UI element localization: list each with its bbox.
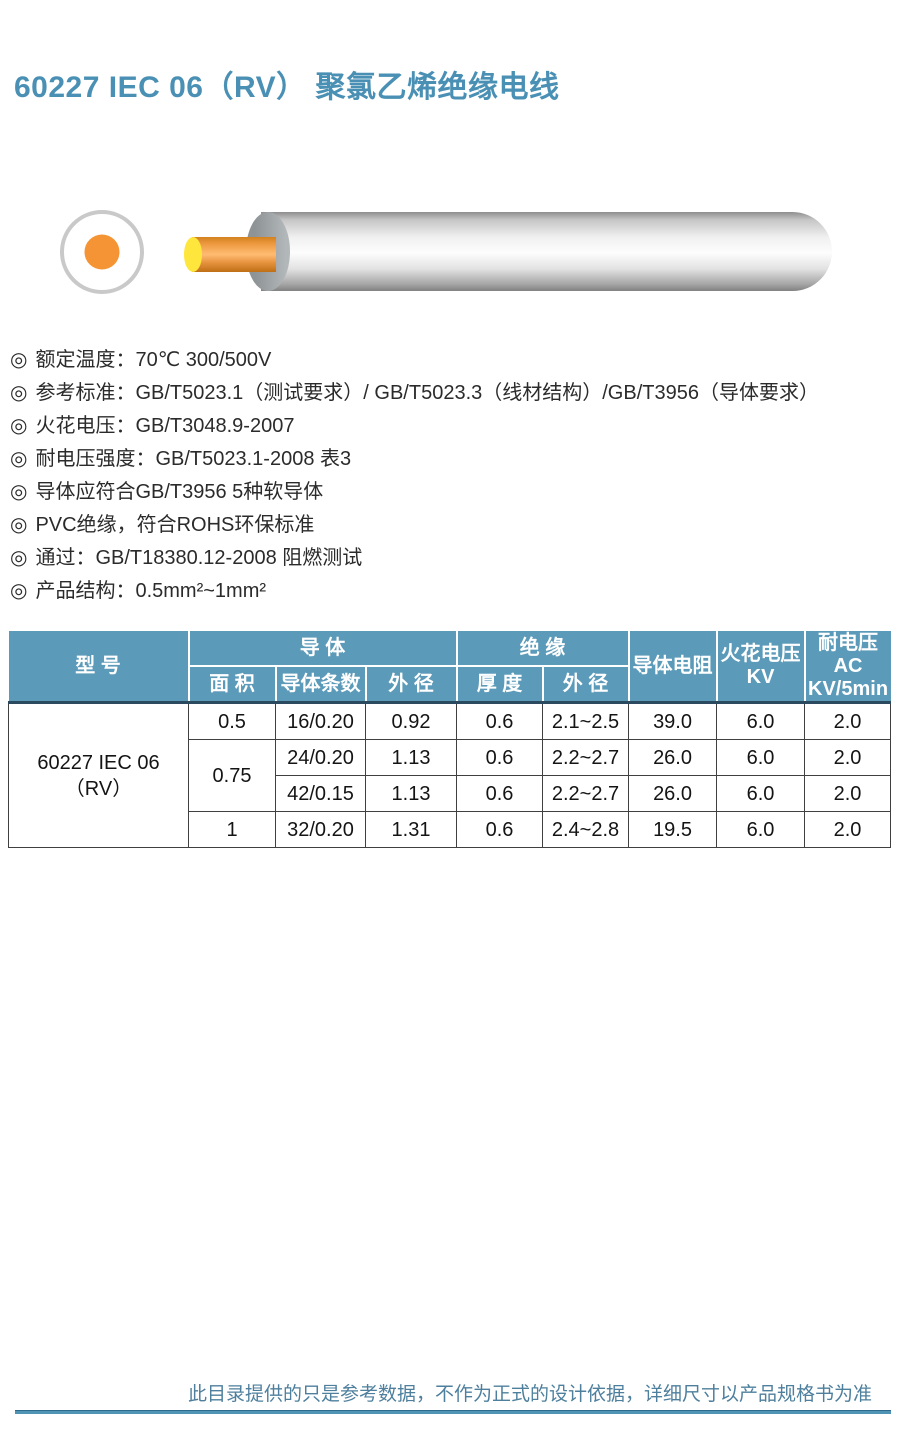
bullseye-icon: ◎: [10, 514, 28, 536]
wire-core-dot: [84, 234, 120, 270]
col-group-insulation: 绝 缘: [455, 631, 630, 667]
spec-item-rated-temp: ◎ 额定温度：70℃ 300/500V: [10, 344, 819, 377]
spec-text: 产品结构：0.5mm²~1mm²: [35, 580, 267, 602]
col-header-model: 型 号: [8, 631, 190, 704]
table-row: 42/0.15 1.13 0.6 2.2~2.7 26.0 6.0 2.0: [9, 775, 892, 812]
cell-area: 0.5: [188, 702, 276, 740]
footer-divider: [15, 1410, 891, 1414]
model-name: 60227 IEC 06: [37, 751, 160, 774]
cell-insulation-od: 2.1~2.5: [542, 702, 630, 740]
col-header-withstand-voltage: 耐电压 AC KV/5min: [803, 631, 891, 704]
table-row: 60227 IEC 06 （RV） 0.5 16/0.20 0.92 0.6 2…: [8, 702, 892, 848]
cell-conductor-od: 1.31: [364, 811, 458, 848]
cell-resistance: 26.0: [628, 739, 718, 776]
cell-conductor-od: 1.13: [364, 775, 458, 812]
spec-table: 型 号 导 体 绝 缘 导体电阻 火花电压 KV 耐电压 AC KV/5min …: [8, 631, 892, 848]
footer-disclaimer: 此目录提供的只是参考数据，不作为正式的设计依据，详细尺寸以产品规格书为准: [187, 1384, 872, 1405]
cell-resistance: 39.0: [628, 702, 718, 740]
page-title: 60227 IEC 06（RV） 聚氯乙烯绝缘电线: [14, 71, 560, 104]
bullseye-icon: ◎: [10, 349, 28, 371]
cell-thickness: 0.6: [456, 811, 544, 848]
spec-text: 导体应符合GB/T3956 5种软导体: [35, 481, 324, 503]
cell-withstand: 2.0: [804, 702, 892, 740]
spec-text: 参考标准：GB/T5023.1（测试要求）/ GB/T5023.3（线材结构）/…: [35, 382, 819, 404]
header-line: 耐电压: [818, 631, 879, 654]
cell-spark: 6.0: [716, 775, 806, 812]
cell-resistance: 26.0: [628, 775, 718, 812]
cell-thickness: 0.6: [456, 702, 544, 740]
model-suffix: （RV）: [64, 777, 133, 800]
cell-resistance: 19.5: [628, 811, 718, 848]
cell-strands: 42/0.15: [275, 775, 366, 812]
cell-insulation-od: 2.2~2.7: [542, 775, 630, 812]
table-row: 0.75 24/0.20 1.13 0.6 2.2~2.7 26.0 6.0 2…: [9, 739, 892, 812]
cell-insulation-od: 2.4~2.8: [542, 811, 630, 848]
spec-item-pvc-rohs: ◎ PVC绝缘，符合ROHS环保标准: [10, 509, 819, 542]
col-header-strands: 导体条数: [274, 665, 367, 704]
spec-text: 耐电压强度：GB/T5023.1-2008 表3: [35, 448, 352, 470]
header-row-groups: 型 号 导 体 绝 缘 导体电阻 火花电压 KV 耐电压 AC KV/5min: [8, 631, 891, 704]
model-cell: 60227 IEC 06 （RV）: [8, 702, 189, 848]
cell-conductor-od: 0.92: [364, 702, 458, 740]
cell-withstand: 2.0: [804, 811, 892, 848]
col-header-thickness: 厚 度: [455, 665, 544, 704]
wire-illustration: [0, 0, 900, 330]
wire-insulation-cylinder: [261, 212, 832, 291]
cell-withstand: 2.0: [804, 739, 892, 776]
spec-item-spark-voltage: ◎ 火花电压：GB/T3048.9-2007: [10, 410, 819, 443]
spec-text: 通过：GB/T18380.12-2008 阻燃测试: [35, 547, 363, 569]
cell-insulation-od: 2.2~2.7: [542, 739, 630, 776]
col-group-conductor: 导 体: [187, 631, 458, 667]
cell-spark: 6.0: [716, 702, 806, 740]
bullseye-icon: ◎: [10, 448, 28, 470]
col-header-insulation-od: 外 径: [541, 665, 630, 704]
wire-conductor: [192, 237, 276, 272]
header-line: AC: [833, 654, 863, 677]
spec-item-ref-standard: ◎ 参考标准：GB/T5023.1（测试要求）/ GB/T5023.3（线材结构）…: [10, 377, 819, 410]
spec-item-product-structure: ◎ 产品结构：0.5mm²~1mm²: [10, 575, 819, 608]
header-row-sub: 面 积 导体条数 外 径 厚 度 外 径: [9, 665, 891, 704]
header-line: KV: [746, 666, 775, 688]
col-header-conductor-od: 外 径: [364, 665, 458, 704]
cell-area: 0.75: [188, 739, 276, 812]
spec-item-flame-test: ◎ 通过：GB/T18380.12-2008 阻燃测试: [10, 542, 819, 575]
spec-text: 火花电压：GB/T3048.9-2007: [35, 415, 295, 437]
cell-spark: 6.0: [716, 739, 806, 776]
bullseye-icon: ◎: [10, 415, 28, 437]
col-header-spark-voltage: 火花电压 KV: [715, 631, 806, 704]
spec-item-withstand-voltage: ◎ 耐电压强度：GB/T5023.1-2008 表3: [10, 443, 819, 476]
cell-thickness: 0.6: [456, 775, 544, 812]
cell-area: 1: [188, 811, 276, 848]
bullseye-icon: ◎: [10, 547, 28, 569]
cell-strands: 16/0.20: [275, 702, 366, 740]
col-header-area: 面 积: [187, 665, 277, 704]
bullseye-icon: ◎: [10, 382, 28, 404]
cell-withstand: 2.0: [804, 775, 892, 812]
cell-conductor-od: 1.13: [364, 739, 458, 776]
cell-thickness: 0.6: [456, 739, 544, 776]
wire-cross-section: [60, 210, 144, 294]
bullseye-icon: ◎: [10, 580, 28, 602]
spec-text: 额定温度：70℃ 300/500V: [35, 349, 272, 371]
table-row: 1 32/0.20 1.31 0.6 2.4~2.8 19.5 6.0 2.0: [9, 811, 892, 848]
spec-text: PVC绝缘，符合ROHS环保标准: [35, 514, 315, 536]
spec-item-conductor-standard: ◎ 导体应符合GB/T3956 5种软导体: [10, 476, 819, 509]
cell-strands: 32/0.20: [275, 811, 366, 848]
spec-list: ◎ 额定温度：70℃ 300/500V ◎ 参考标准：GB/T5023.1（测试要求…: [10, 344, 819, 608]
header-line: KV/5min: [808, 677, 889, 700]
header-line: 火花电压: [720, 643, 801, 665]
bullseye-icon: ◎: [10, 481, 28, 503]
wire-conductor-tip: [184, 237, 202, 272]
col-header-resistance: 导体电阻: [627, 631, 718, 704]
cell-spark: 6.0: [716, 811, 806, 848]
cell-strands: 24/0.20: [275, 739, 366, 776]
